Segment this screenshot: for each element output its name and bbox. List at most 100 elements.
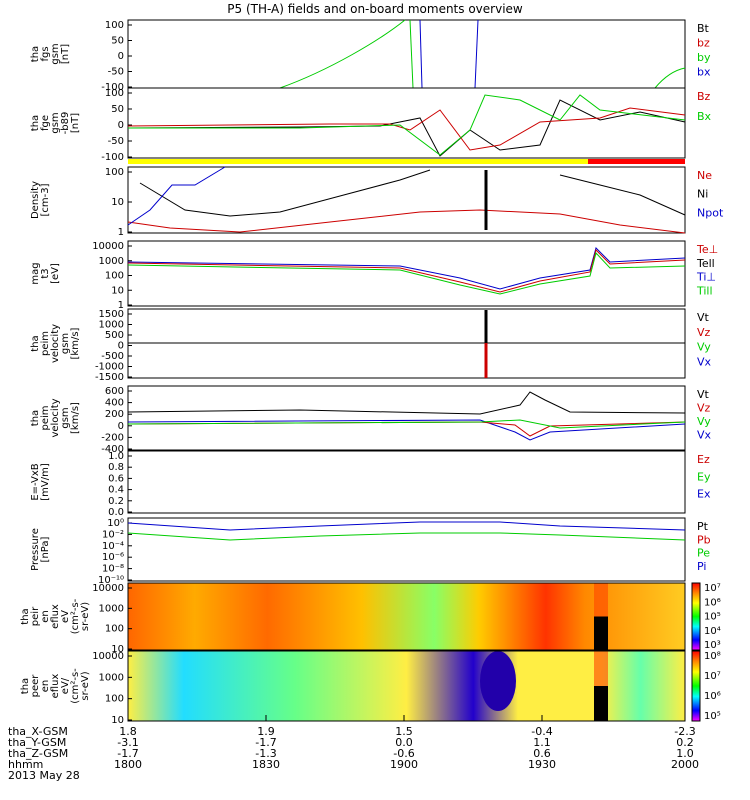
- y-tick-label: 10: [111, 644, 124, 655]
- y-axis-label: mag: [30, 262, 41, 284]
- panel-frame-density: [127, 166, 686, 234]
- footer-value: -0.6: [393, 747, 414, 760]
- panel-frame-fgs: [127, 19, 686, 89]
- trace-vy: [127, 419, 686, 429]
- footer-value: -1.7: [255, 736, 276, 749]
- legend-entry: Bx: [697, 110, 712, 123]
- y-axis-label: sr-eV): [80, 602, 91, 631]
- trace-bx: [128, 94, 686, 156]
- footer-value: 1900: [390, 758, 418, 771]
- colorbar-label: 10⁷: [704, 671, 721, 682]
- y-axis-label: en: [40, 610, 51, 623]
- y-tick-label: 10000: [92, 651, 124, 662]
- panel-frame-temp: [127, 240, 686, 307]
- trace-bz: [127, 107, 686, 151]
- y-tick-label: 0.0: [108, 507, 124, 518]
- legend-entry: Pt: [697, 520, 709, 533]
- y-axis-label: (cm²-s-: [70, 668, 81, 704]
- legend-entry: Pe: [697, 547, 710, 560]
- legend-entry: Till: [696, 284, 713, 297]
- y-tick-label: -50: [108, 136, 124, 147]
- y-axis-label: eV/: [60, 677, 71, 694]
- legend-entry: Vx: [697, 355, 712, 368]
- y-axis-label: [nT]: [70, 113, 81, 133]
- legend-entry: Npot: [697, 206, 724, 219]
- plot-title: P5 (TH-A) fields and on-board moments ov…: [227, 2, 523, 16]
- y-tick-label: 10⁻²: [102, 529, 124, 540]
- y-tick-label: 1000: [99, 320, 124, 331]
- y-tick-label: 0: [118, 421, 124, 432]
- y-axis-label: tha: [20, 678, 31, 694]
- footer-hhmm-label: hhmm: [8, 758, 43, 771]
- footer-value: 0.6: [533, 747, 551, 760]
- footer: tha_X-GSM tha_Y-GSM tha_Z-GSM hhmm 2013 …: [8, 715, 699, 782]
- colorbar-label: 10³: [704, 640, 721, 651]
- trace-bx-b: [474, 19, 479, 89]
- y-axis-label: [eV]: [50, 263, 61, 284]
- y-tick-label: 0.8: [108, 462, 124, 473]
- spectrogram-peer: [128, 651, 685, 721]
- y-axis-label: [km/s]: [70, 327, 81, 359]
- colorbar-label: 10⁶: [704, 691, 721, 702]
- legend-entry: Ni: [697, 188, 708, 201]
- panel-peir: 10⁷ 10⁶ 10⁵ 10⁴ 10³ 10000 1000 100 10 tha peir en ef…: [20, 582, 721, 655]
- y-axis-label: peim: [40, 331, 51, 356]
- footer-value: 1.5: [395, 725, 413, 738]
- data-gap-top-peir: [594, 583, 608, 617]
- legend-entry: Vt: [697, 388, 710, 401]
- y-tick-label: -1000: [95, 362, 124, 373]
- y-tick-label: -400: [101, 444, 124, 455]
- y-tick-label: 10: [111, 715, 124, 726]
- y-tick-label: 10⁻¹⁰: [98, 575, 124, 586]
- footer-value: -0.4: [531, 725, 552, 738]
- legend-entry: Tell: [696, 257, 715, 270]
- status-bar-yellow: [128, 159, 588, 164]
- trace-pe: [127, 532, 686, 541]
- y-axis-label: E=-VxB: [30, 463, 41, 500]
- y-tick-label: 1.0: [108, 451, 124, 462]
- footer-value: 1.1: [533, 736, 551, 749]
- footer-value: 0.2: [676, 736, 694, 749]
- footer-value: 1.9: [257, 725, 275, 738]
- y-axis-label: en: [40, 680, 51, 693]
- legend-entry: Bz: [697, 90, 711, 103]
- trace-npot: [127, 166, 226, 226]
- legend-entry: Ex: [697, 488, 711, 501]
- y-axis-label: velocity: [50, 398, 61, 437]
- y-tick-label: -500: [101, 351, 124, 362]
- colorbar-label: 10⁵: [704, 711, 721, 722]
- y-tick-label: 10: [111, 197, 124, 208]
- legend-entry: Pi: [697, 560, 706, 573]
- panel-frame-vel_i: [127, 385, 686, 451]
- trace-ni-end: [559, 174, 686, 216]
- y-axis-label: fge: [40, 115, 51, 131]
- panel-frame-pressure: [127, 517, 686, 582]
- status-bar-red: [588, 159, 685, 164]
- footer-value: 1930: [528, 758, 556, 771]
- colorbar-label: 10⁶: [704, 597, 721, 608]
- y-tick-label: 600: [105, 386, 124, 397]
- y-tick-label: 100: [105, 88, 124, 99]
- y-axis-label: [nPa]: [40, 536, 51, 562]
- footer-value: 1.8: [119, 725, 137, 738]
- y-tick-label: 0: [118, 51, 124, 62]
- y-axis-label: eflux: [50, 604, 61, 629]
- legend-entry: bx: [697, 66, 711, 79]
- footer-value: -1.3: [255, 747, 276, 760]
- trace-by-drop: [409, 19, 414, 89]
- y-axis-label: t3: [40, 268, 51, 278]
- colorbar-label: 10⁷: [704, 583, 721, 594]
- panel-frame-efield: [127, 450, 686, 514]
- legend-entry: Pb: [697, 533, 711, 546]
- trace-ne: [127, 209, 686, 234]
- y-axis-label: velocity: [50, 324, 61, 363]
- colorbar-peir: [691, 582, 701, 651]
- y-axis-label: gsm: [60, 333, 71, 354]
- trace-ti-perp: [127, 247, 686, 290]
- legend-entry: Ez: [697, 453, 710, 466]
- panel-frame-fge: [127, 87, 686, 159]
- footer-value: -1.7: [117, 747, 138, 760]
